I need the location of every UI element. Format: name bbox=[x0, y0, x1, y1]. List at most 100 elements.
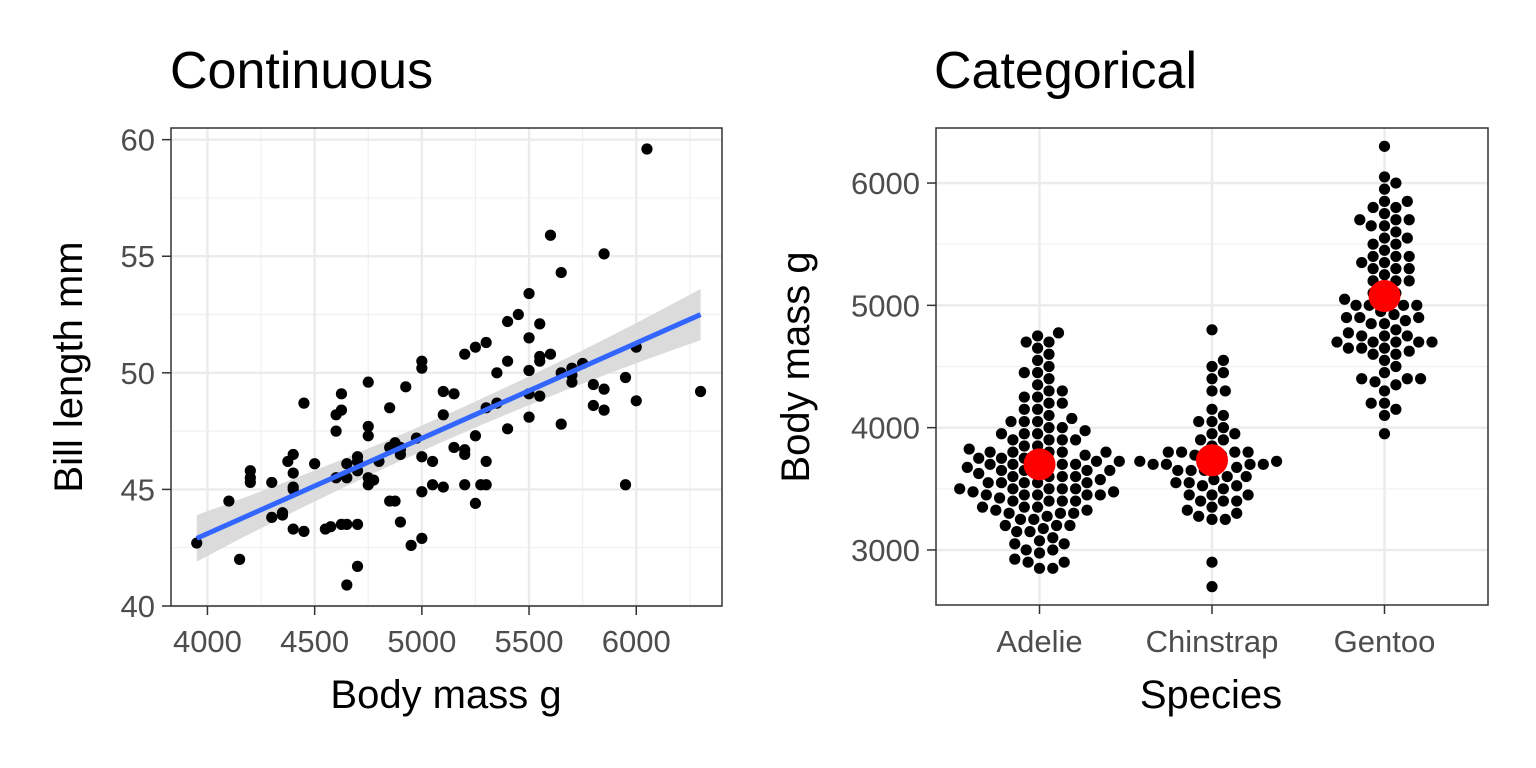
data-point bbox=[1388, 308, 1400, 321]
data-point bbox=[995, 428, 1008, 440]
data-point bbox=[1390, 348, 1402, 360]
data-point bbox=[1051, 519, 1063, 532]
data-point bbox=[341, 579, 353, 591]
continuous-plot-background bbox=[171, 128, 722, 606]
data-point bbox=[1217, 483, 1229, 495]
data-point bbox=[1043, 348, 1055, 360]
data-point bbox=[1390, 201, 1402, 214]
data-point bbox=[1365, 318, 1377, 330]
data-point bbox=[641, 143, 653, 155]
data-point bbox=[1356, 256, 1368, 269]
categorical-title: Categorical bbox=[934, 42, 1197, 100]
data-point bbox=[1070, 434, 1082, 446]
data-point bbox=[309, 458, 321, 470]
data-point bbox=[1014, 513, 1027, 525]
data-point bbox=[1378, 269, 1391, 281]
data-point bbox=[587, 399, 599, 412]
data-point bbox=[1043, 434, 1055, 446]
data-point bbox=[1354, 214, 1366, 226]
data-point bbox=[1056, 434, 1068, 446]
continuous-points bbox=[191, 143, 707, 591]
y-tick-label: 55 bbox=[121, 239, 155, 274]
data-point bbox=[416, 451, 428, 463]
data-point bbox=[1058, 556, 1070, 568]
data-point bbox=[1043, 336, 1055, 348]
data-point bbox=[1415, 373, 1427, 385]
data-point bbox=[1068, 507, 1080, 519]
data-point bbox=[1378, 385, 1391, 397]
data-point bbox=[1056, 470, 1068, 483]
data-point bbox=[1403, 345, 1415, 357]
data-point bbox=[1028, 513, 1040, 525]
data-point bbox=[448, 441, 460, 454]
data-point bbox=[566, 376, 578, 388]
continuous-x-axis: 4000 4500 5000 5500 6000 bbox=[173, 606, 671, 659]
data-point bbox=[1047, 562, 1059, 574]
data-point bbox=[1196, 480, 1209, 492]
data-point bbox=[1070, 483, 1082, 495]
data-point bbox=[1244, 458, 1256, 470]
data-point bbox=[523, 287, 535, 300]
data-point bbox=[1007, 495, 1019, 507]
data-point bbox=[994, 492, 1006, 504]
data-point bbox=[1066, 412, 1078, 425]
data-point bbox=[469, 341, 482, 353]
data-point bbox=[1032, 367, 1044, 379]
data-point bbox=[1378, 367, 1391, 379]
data-point bbox=[1356, 342, 1368, 354]
data-point bbox=[1231, 480, 1243, 492]
categorical-y-axis: 3000 4000 5000 6000 bbox=[851, 166, 936, 568]
data-point bbox=[1007, 483, 1019, 495]
data-point bbox=[1037, 522, 1049, 535]
data-point bbox=[1426, 336, 1438, 348]
data-point bbox=[1056, 385, 1068, 397]
data-point bbox=[1081, 477, 1093, 489]
data-point bbox=[368, 474, 380, 486]
data-point bbox=[502, 423, 514, 435]
data-point bbox=[1342, 327, 1354, 339]
data-point bbox=[1007, 446, 1019, 458]
data-point bbox=[1378, 354, 1391, 366]
continuous-y-axis: 40 45 50 55 60 bbox=[121, 123, 171, 624]
data-point bbox=[1367, 348, 1379, 360]
x-tick-label: 4500 bbox=[280, 624, 349, 659]
continuous-panel: Continuous 4000 4500 5000 5500 6000 40 45 50 55… bbox=[47, 42, 723, 717]
data-point bbox=[1185, 464, 1197, 477]
data-point bbox=[1018, 477, 1030, 489]
data-point bbox=[1356, 373, 1368, 385]
data-point bbox=[1378, 244, 1391, 256]
data-point bbox=[1079, 425, 1091, 437]
continuous-y-axis-title: Bill length mm bbox=[47, 241, 91, 492]
data-point bbox=[534, 355, 546, 367]
data-point bbox=[1206, 415, 1218, 428]
data-point bbox=[1009, 538, 1021, 550]
data-point bbox=[1401, 373, 1413, 385]
data-point bbox=[1401, 232, 1413, 244]
data-point bbox=[191, 537, 203, 549]
data-point bbox=[1401, 195, 1413, 207]
data-point bbox=[1056, 483, 1068, 495]
data-point bbox=[1378, 195, 1391, 207]
data-point bbox=[1206, 556, 1218, 568]
data-point bbox=[298, 525, 310, 537]
data-point bbox=[1350, 299, 1362, 311]
data-point bbox=[1378, 171, 1391, 183]
data-point bbox=[1056, 495, 1068, 507]
data-point bbox=[1043, 385, 1055, 397]
data-point bbox=[1217, 354, 1229, 366]
data-point bbox=[426, 479, 439, 491]
data-point bbox=[1018, 403, 1030, 415]
data-point bbox=[1007, 458, 1019, 470]
data-point bbox=[1340, 311, 1353, 324]
data-point bbox=[1390, 250, 1402, 263]
data-point bbox=[416, 532, 428, 544]
data-point bbox=[1403, 275, 1415, 287]
data-point bbox=[1231, 495, 1243, 507]
data-point bbox=[335, 388, 348, 400]
data-point bbox=[1058, 538, 1070, 550]
data-point bbox=[1390, 403, 1402, 415]
continuous-panel-border bbox=[170, 127, 723, 607]
data-point bbox=[1043, 483, 1055, 495]
data-point bbox=[287, 448, 299, 461]
y-tick-label: 6000 bbox=[851, 166, 920, 201]
